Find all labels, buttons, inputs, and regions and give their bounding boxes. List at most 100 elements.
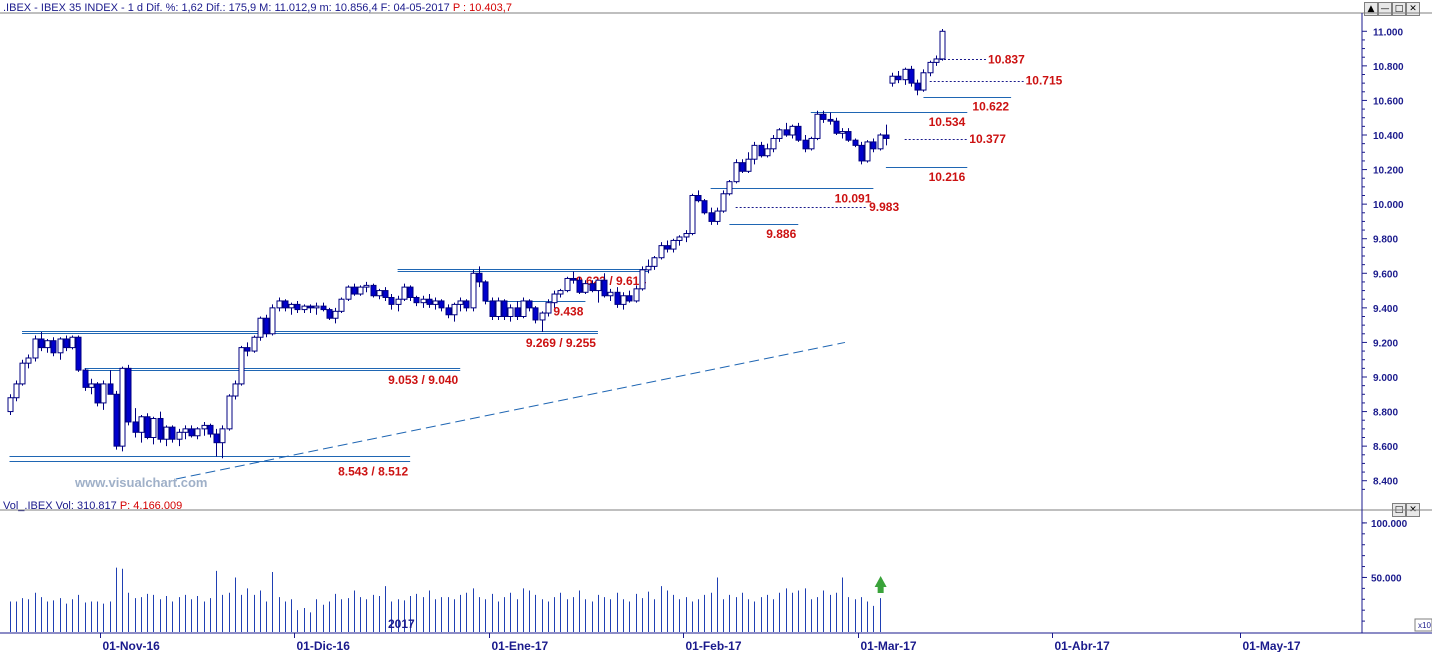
- candle: [401, 283, 408, 301]
- candle: [726, 179, 733, 196]
- candle-body: [213, 433, 220, 444]
- x-tick-label: 01-Ene-17: [492, 639, 549, 652]
- candle-body: [939, 30, 946, 60]
- candle: [914, 79, 921, 96]
- candle: [207, 423, 214, 438]
- candle-body: [920, 72, 927, 91]
- candle: [263, 314, 270, 338]
- candle-body: [676, 236, 683, 241]
- candle-body: [708, 212, 715, 222]
- candle-body: [201, 424, 208, 430]
- candle: [144, 413, 151, 440]
- y-tick-label: 10.400: [1373, 131, 1404, 142]
- level-label: 10.837: [988, 52, 1025, 66]
- candle: [445, 304, 452, 319]
- candle: [789, 124, 796, 139]
- candle-body: [689, 195, 696, 235]
- candle-body: [94, 383, 101, 404]
- candle-body: [776, 129, 783, 139]
- candle: [676, 235, 683, 246]
- candle-body: [614, 291, 621, 305]
- candle-body: [119, 367, 126, 447]
- candle-body: [927, 61, 934, 74]
- candle: [658, 242, 665, 260]
- candle-body: [833, 120, 840, 134]
- candle: [489, 297, 496, 320]
- candle: [751, 141, 758, 165]
- candle: [470, 269, 477, 312]
- candle: [827, 112, 834, 125]
- candle: [501, 299, 508, 320]
- support-resistance-layer: 8.543 / 8.512 9.053 / 9.040 9.269 / 9.255 9…: [9, 52, 1063, 478]
- candle: [138, 415, 145, 443]
- cursor-price: P : 10.403,7: [452, 2, 512, 14]
- candle: [132, 408, 139, 438]
- candle-body: [576, 279, 583, 293]
- y-tick-label: 10.600: [1373, 96, 1404, 107]
- candle: [25, 354, 32, 369]
- candle-body: [495, 300, 502, 318]
- candle-body: [726, 181, 733, 195]
- candle-body: [107, 383, 114, 395]
- candle-body: [808, 137, 815, 150]
- candle-body: [814, 113, 821, 139]
- candle: [370, 283, 377, 298]
- candle: [219, 425, 226, 459]
- candle-body: [526, 300, 533, 309]
- candle: [645, 259, 652, 274]
- candle: [526, 299, 533, 312]
- candle-body: [257, 317, 264, 338]
- candle-body: [132, 421, 139, 433]
- candle: [13, 380, 20, 402]
- candle: [626, 290, 633, 303]
- candle-body: [157, 417, 164, 440]
- candle-body: [701, 200, 708, 214]
- candle: [783, 122, 790, 137]
- candle-body: [582, 283, 589, 293]
- candle: [69, 335, 76, 350]
- candle-body: [745, 158, 752, 172]
- candle: [226, 394, 233, 431]
- candle-body: [407, 286, 414, 298]
- candle: [507, 304, 514, 322]
- candle: [288, 302, 295, 315]
- candle: [870, 138, 877, 153]
- candle-body: [138, 416, 145, 433]
- candle: [776, 128, 783, 142]
- candle-body: [345, 286, 352, 300]
- candle-body: [113, 393, 120, 447]
- panel-frame: [0, 12, 1432, 634]
- candle-body: [770, 137, 777, 150]
- candle-body: [194, 428, 201, 437]
- candle: [376, 288, 383, 300]
- candle-body: [100, 383, 107, 404]
- level-label: 10.622: [972, 100, 1009, 114]
- y-tick-label: 8.800: [1373, 408, 1398, 419]
- volume-multiplier-box: [1414, 618, 1432, 632]
- candle-body: [82, 369, 89, 388]
- candle: [839, 128, 846, 139]
- candle: [307, 304, 314, 314]
- candle: [889, 72, 896, 87]
- candle: [589, 280, 596, 293]
- candle: [595, 279, 602, 303]
- candle: [57, 337, 64, 360]
- candle: [363, 281, 370, 293]
- candle: [476, 266, 483, 288]
- candle: [764, 143, 771, 158]
- candle-body: [877, 134, 884, 150]
- candle-body: [38, 338, 45, 349]
- candle-body: [908, 68, 915, 84]
- candle: [557, 288, 564, 298]
- candle-body: [32, 338, 39, 359]
- candle: [514, 300, 521, 320]
- candle: [714, 207, 721, 225]
- candle-body: [207, 424, 214, 435]
- candle: [614, 287, 621, 308]
- level-label: 8.543 / 8.512: [338, 464, 408, 478]
- candle-body: [188, 428, 195, 437]
- candle-body: [601, 279, 608, 297]
- y-tick-label: 8.600: [1373, 442, 1398, 453]
- candle: [107, 370, 114, 395]
